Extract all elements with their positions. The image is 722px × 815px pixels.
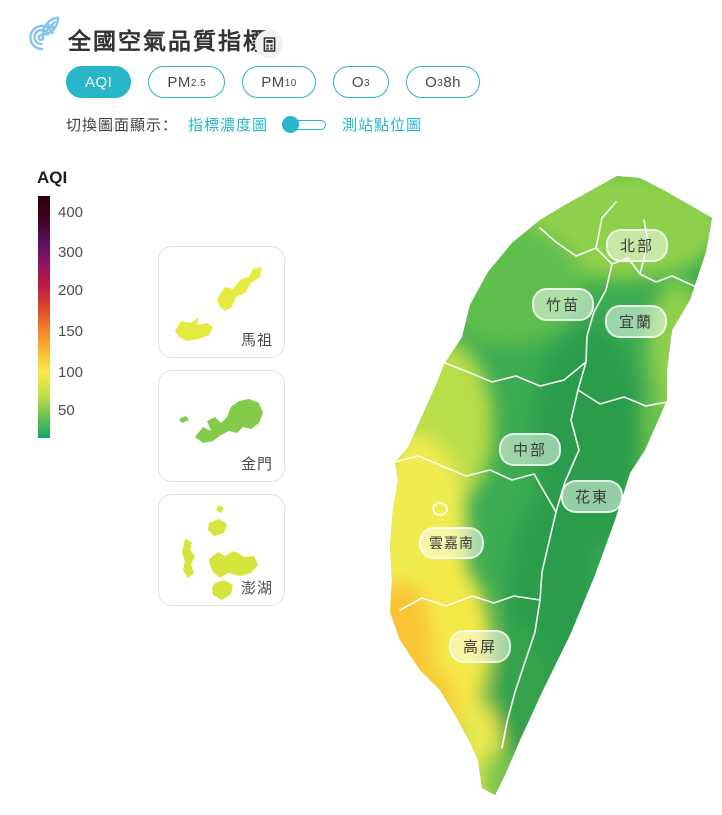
region-label-yilan[interactable]: 宜蘭 [605, 305, 668, 338]
island-label: 澎湖 [240, 580, 273, 597]
aqi-shading [390, 176, 712, 795]
kinmen-map [179, 399, 263, 443]
region-label-north[interactable]: 北部 [606, 229, 669, 262]
region-label-huadong[interactable]: 花東 [561, 480, 624, 513]
map-mode-toggle[interactable] [282, 116, 328, 134]
region-label-chumiao[interactable]: 竹苗 [532, 288, 595, 321]
legend-tick-150: 150 [58, 323, 84, 340]
island-label: 馬祖 [240, 332, 273, 349]
tab-aqi[interactable]: AQI [66, 66, 132, 98]
aqi-color-scale [38, 196, 50, 438]
display-switch-row: 切換圖面顯示： 指標濃度圖 測站點位圖 [66, 114, 422, 135]
island-label: 金門 [240, 456, 273, 473]
legend-tick-300: 300 [58, 244, 84, 261]
island-box-penghu[interactable]: 澎湖 [158, 494, 285, 606]
option-concentration-map[interactable]: 指標濃度圖 [188, 117, 269, 134]
report-button[interactable] [255, 30, 283, 58]
legend-tick-400: 400 [58, 204, 84, 221]
leaf-swirl-logo-icon[interactable] [20, 14, 62, 56]
option-station-map[interactable]: 測站點位圖 [342, 117, 423, 134]
legend-tick-100: 100 [58, 364, 84, 381]
region-label-yunchianan[interactable]: 雲嘉南 [419, 527, 484, 559]
matsu-map [175, 267, 262, 341]
page-title: 全國空氣品質指標 [68, 28, 268, 54]
tab-pm10[interactable]: PM 10 [242, 66, 316, 98]
tab-pm25[interactable]: PM 2.5 [148, 66, 226, 98]
region-label-central[interactable]: 中部 [499, 433, 562, 466]
legend-tick-200: 200 [58, 282, 84, 299]
penghu-map [182, 505, 258, 600]
region-label-kaoping[interactable]: 高屏 [449, 630, 512, 663]
taiwan-aqi-map[interactable]: 北部 竹苗 宜蘭 中部 花東 雲嘉南 高屏 [388, 170, 722, 810]
legend-tick-50: 50 [58, 402, 75, 419]
toggle-knob [282, 116, 300, 133]
island-box-matsu[interactable]: 馬祖 [158, 246, 285, 358]
island-box-kinmen[interactable]: 金門 [158, 370, 285, 482]
legend-title: AQI [37, 168, 68, 187]
calculator-icon [263, 36, 275, 52]
display-switch-label: 切換圖面顯示： [66, 117, 179, 134]
